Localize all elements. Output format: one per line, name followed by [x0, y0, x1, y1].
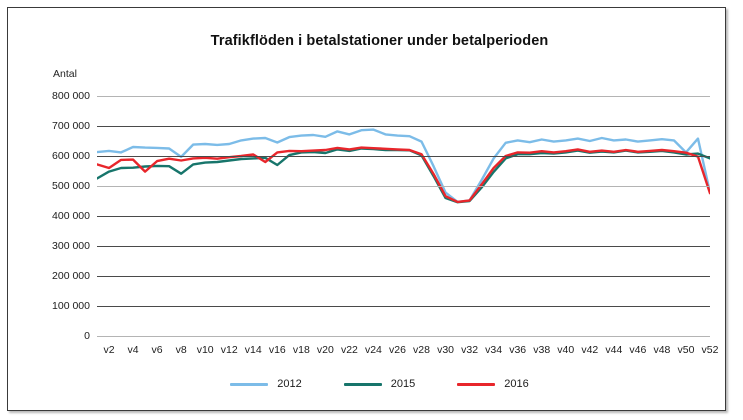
x-axis-tick-label: v52	[701, 344, 719, 356]
legend-swatch-icon	[343, 382, 382, 386]
y-axis-tick-label: 800 000	[52, 90, 90, 102]
gridline	[97, 96, 710, 97]
x-axis-tick-label: v2	[103, 344, 115, 356]
legend-swatch-icon	[457, 382, 496, 386]
legend-item-2012[interactable]: 2012	[230, 378, 302, 390]
chart-legend: 2012 2015 2016	[8, 378, 743, 390]
legend-swatch-icon	[230, 382, 269, 386]
x-axis-tick-label: v34	[485, 344, 503, 356]
gridline	[97, 246, 710, 247]
legend-label: 2016	[504, 378, 529, 390]
y-axis-tick-label: 100 000	[52, 300, 90, 312]
x-axis-tick-label: v10	[196, 344, 214, 356]
x-axis-tick-label: v30	[437, 344, 455, 356]
series-line-2016	[97, 146, 710, 204]
y-axis-tick-label: 600 000	[52, 150, 90, 162]
x-axis-tick-label: v8	[175, 344, 187, 356]
plot-area	[97, 96, 710, 337]
x-axis-tick-label: v46	[629, 344, 647, 356]
x-axis-tick-label: v12	[220, 344, 238, 356]
x-axis-tick-label: v48	[653, 344, 671, 356]
x-axis-tick-label: v6	[151, 344, 163, 356]
x-axis-tick-label: v14	[244, 344, 262, 356]
gridline	[97, 156, 710, 157]
x-axis-tick-label: v38	[533, 344, 551, 356]
x-axis-tick-label: v40	[557, 344, 575, 356]
x-axis-tick-label: v32	[461, 344, 479, 356]
series-lines	[97, 128, 710, 204]
chart-frame: Trafikflöden i betalstationer under beta…	[7, 7, 726, 411]
y-axis-tick-label: 200 000	[52, 270, 90, 282]
y-axis-tick-label: 700 000	[52, 120, 90, 132]
gridline	[97, 186, 710, 187]
x-axis-tick-label: v28	[413, 344, 430, 356]
y-axis-tick-label: 500 000	[52, 180, 90, 192]
x-axis-tick-label: v50	[677, 344, 695, 356]
y-axis-tick-label: 400 000	[52, 210, 90, 222]
gridline	[97, 306, 710, 307]
y-axis-tick-label: 0	[84, 330, 90, 342]
y-axis-tick-labels: 800 000 700 000 600 000 500 000 400 000 300 0…	[28, 90, 90, 342]
legend-label: 2015	[390, 378, 416, 390]
legend-label: 2012	[277, 378, 302, 390]
x-axis-tick-label: v24	[364, 344, 382, 356]
legend-item-2016[interactable]: 2016	[457, 378, 529, 390]
gridline	[97, 276, 710, 277]
gridline	[97, 336, 710, 337]
gridline	[97, 216, 710, 217]
gridline	[97, 126, 710, 127]
x-axis-tick-label: v4	[127, 344, 139, 356]
x-axis-tick-label: v36	[509, 344, 527, 356]
y-axis-tick-label: 300 000	[52, 240, 90, 252]
legend-item-2015[interactable]: 2015	[343, 378, 416, 390]
series-line-2012	[97, 128, 710, 204]
x-axis-tick-label: v20	[316, 344, 334, 356]
chart-title: Trafikflöden i betalstationer under beta…	[210, 33, 549, 49]
y-axis-title: Antal	[53, 68, 77, 80]
x-axis-tick-label: v18	[292, 344, 310, 356]
x-axis-tick-label: v16	[268, 344, 286, 356]
x-axis-tick-label: v26	[389, 344, 406, 356]
x-axis-tick-label: v22	[340, 344, 358, 356]
x-axis-tick-label: v44	[605, 344, 623, 356]
x-axis-tick-labels: v2 v4 v6 v8 v10 v12 v14 v16 v18 v20 v22 v24 v26 v28 v3…	[97, 344, 718, 364]
x-axis-tick-label: v42	[581, 344, 599, 356]
